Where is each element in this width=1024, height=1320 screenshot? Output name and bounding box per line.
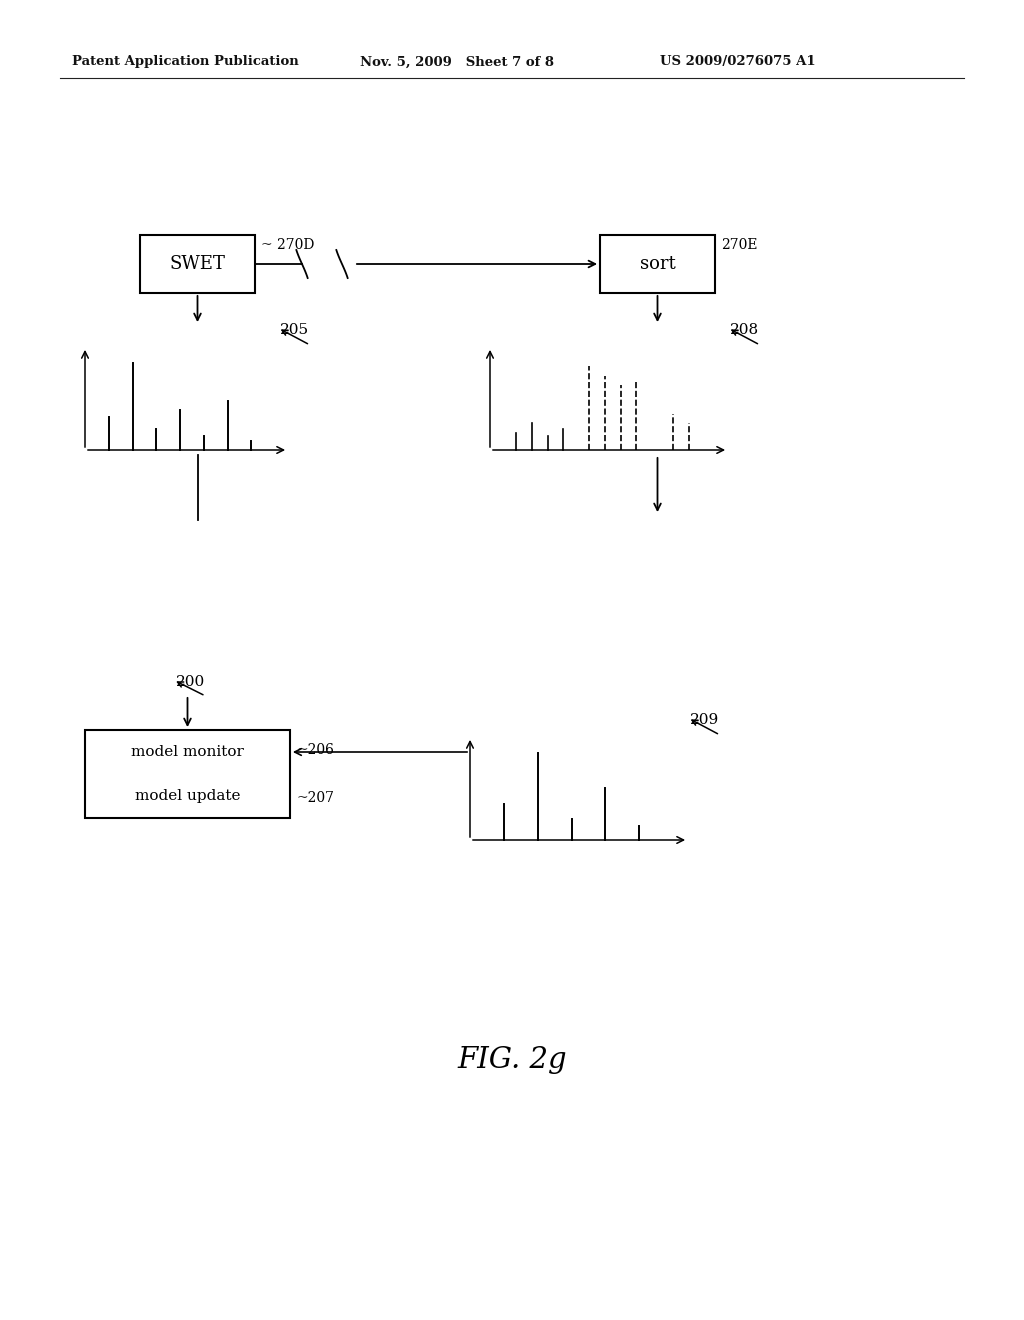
Bar: [140, 235, 255, 293]
Bar: [85, 730, 290, 818]
Text: Patent Application Publication: Patent Application Publication: [72, 55, 299, 69]
Text: 205: 205: [280, 323, 309, 337]
Text: US 2009/0276075 A1: US 2009/0276075 A1: [660, 55, 816, 69]
Text: 200: 200: [175, 675, 205, 689]
Text: model monitor: model monitor: [131, 744, 244, 759]
Bar: [600, 235, 715, 293]
Text: 208: 208: [730, 323, 759, 337]
Text: 209: 209: [690, 713, 719, 727]
Text: 270E: 270E: [721, 238, 758, 252]
Text: model update: model update: [135, 789, 241, 803]
Text: Nov. 5, 2009   Sheet 7 of 8: Nov. 5, 2009 Sheet 7 of 8: [360, 55, 554, 69]
Text: ~207: ~207: [296, 791, 334, 805]
Text: SWET: SWET: [170, 255, 225, 273]
Text: FIG. 2g: FIG. 2g: [457, 1045, 567, 1074]
Text: ~206: ~206: [296, 743, 334, 756]
Text: sort: sort: [640, 255, 676, 273]
Text: ~ 270D: ~ 270D: [261, 238, 314, 252]
